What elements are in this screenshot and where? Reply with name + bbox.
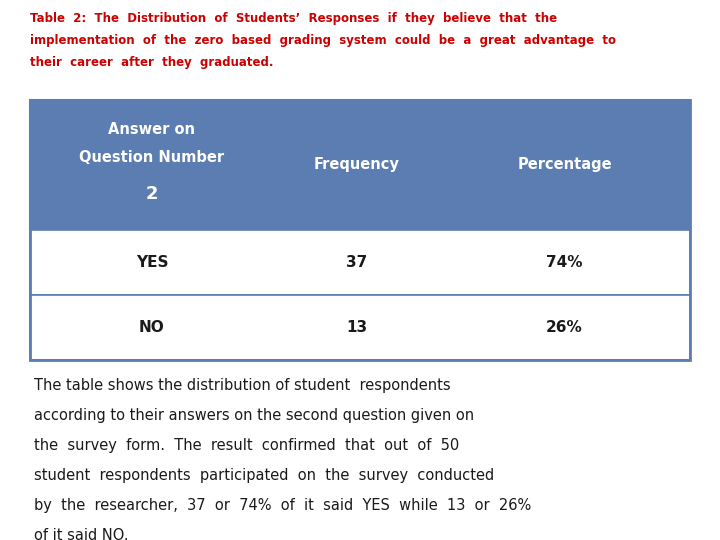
Text: Frequency: Frequency [314,158,400,172]
Text: implementation  of  the  zero  based  grading  system  could  be  a  great  adva: implementation of the zero based grading… [30,34,616,47]
Text: according to their answers on the second question given on: according to their answers on the second… [34,408,474,423]
Text: of it said NO.: of it said NO. [34,528,128,540]
Text: 26%: 26% [546,320,583,335]
Bar [30,100,690,360]
Text: 74%: 74% [546,255,582,270]
Text: their  career  after  they  graduated.: their career after they graduated. [30,56,274,69]
Text: Percentage: Percentage [517,158,612,172]
Text: the  survey  form.  The  result  confirmed  that  out  of  50: the survey form. The result confirmed th… [34,438,459,453]
Text: by  the  researcher,  37  or  74%  of  it  said  YES  while  13  or  26%: by the researcher, 37 or 74% of it said … [34,498,531,513]
Text: Answer on: Answer on [109,122,196,137]
Text: student  respondents  participated  on  the  survey  conducted: student respondents participated on the … [34,468,494,483]
Bar [30,230,690,295]
Bar [30,100,690,230]
Text: 37: 37 [346,255,367,270]
Text: Question Number: Question Number [79,150,225,165]
Text: YES: YES [136,255,168,270]
Text: Table  2:  The  Distribution  of  Students’  Responses  if  they  believe  that : Table 2: The Distribution of Students’ R… [30,12,557,25]
Text: 2: 2 [145,185,158,203]
Text: NO: NO [139,320,165,335]
Bar [30,295,690,360]
Text: The table shows the distribution of student  respondents: The table shows the distribution of stud… [34,378,451,393]
Text: 13: 13 [346,320,367,335]
